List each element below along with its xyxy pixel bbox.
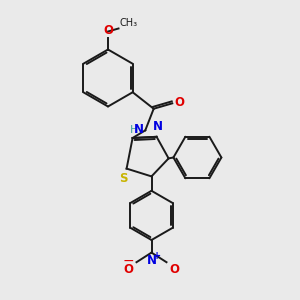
Text: O: O	[103, 24, 113, 37]
Text: O: O	[169, 263, 179, 276]
Text: +: +	[152, 251, 161, 261]
Text: N: N	[146, 254, 157, 267]
Text: N: N	[134, 123, 144, 136]
Text: O: O	[124, 263, 134, 276]
Text: −: −	[122, 254, 134, 268]
Text: H: H	[130, 125, 139, 135]
Text: CH₃: CH₃	[119, 18, 137, 28]
Text: S: S	[119, 172, 127, 185]
Text: O: O	[174, 96, 184, 109]
Text: N: N	[153, 120, 163, 133]
